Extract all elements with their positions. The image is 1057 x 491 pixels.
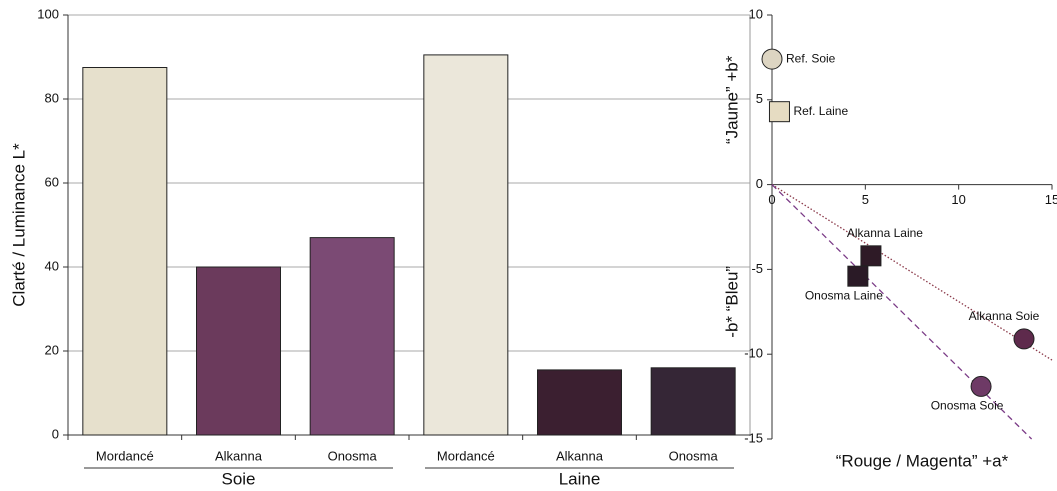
point-label: Alkanna Soie [969, 309, 1040, 323]
x-tick-label: 0 [768, 192, 775, 207]
fit-line [771, 184, 1053, 361]
point-label: Ref. Soie [786, 51, 836, 65]
point-label: Alkanna Laine [847, 226, 923, 240]
bar [309, 237, 395, 436]
y-tick-label: 5 [756, 91, 763, 106]
y-tick-label: -10 [744, 346, 763, 361]
x-tick-label: 15 [1045, 192, 1057, 207]
x-tick-label: Onosma [669, 448, 719, 463]
y-axis-label: -b* “Bleu” [722, 266, 741, 338]
bar [537, 369, 622, 436]
x-tick-label: Mordancé [96, 448, 154, 463]
y-tick-label: 0 [756, 176, 763, 191]
point [768, 101, 790, 123]
y-tick-label: 40 [45, 258, 59, 273]
x-tick-label: Alkanna [556, 448, 604, 463]
y-tick-label: -15 [744, 430, 763, 445]
x-tick-label: Mordancé [437, 448, 495, 463]
point-label: Ref. Laine [793, 104, 848, 118]
point [860, 245, 882, 267]
point [970, 375, 992, 397]
x-tick-label: Onosma [328, 448, 378, 463]
point [1013, 328, 1035, 350]
x-tick-label: 10 [951, 192, 965, 207]
y-tick-label: -5 [751, 261, 763, 276]
point-label: Onosma Soie [931, 399, 1004, 413]
bar [650, 367, 736, 436]
point-label: Onosma Laine [805, 288, 883, 302]
bar [423, 54, 509, 436]
y-axis-label: Clarté / Luminance L* [9, 143, 28, 307]
y-tick-label: 80 [45, 90, 59, 105]
y-tick-label: 0 [52, 426, 59, 441]
fit-line [771, 184, 1033, 440]
y-tick-label: 10 [749, 6, 763, 21]
group-label: Laine [559, 469, 601, 488]
x-axis-label: “Rouge / Magenta” +a* [836, 451, 1009, 470]
point [847, 265, 869, 287]
x-tick-label: Alkanna [215, 448, 263, 463]
x-tick-label: 5 [862, 192, 869, 207]
bar [196, 266, 281, 436]
y-tick-label: 20 [45, 342, 59, 357]
y-tick-label: 60 [45, 174, 59, 189]
group-label: Soie [221, 469, 255, 488]
point [761, 48, 783, 70]
y-tick-label: 100 [37, 6, 59, 21]
bar [82, 67, 168, 436]
y-axis-label: “Jaune” +b* [722, 55, 741, 144]
